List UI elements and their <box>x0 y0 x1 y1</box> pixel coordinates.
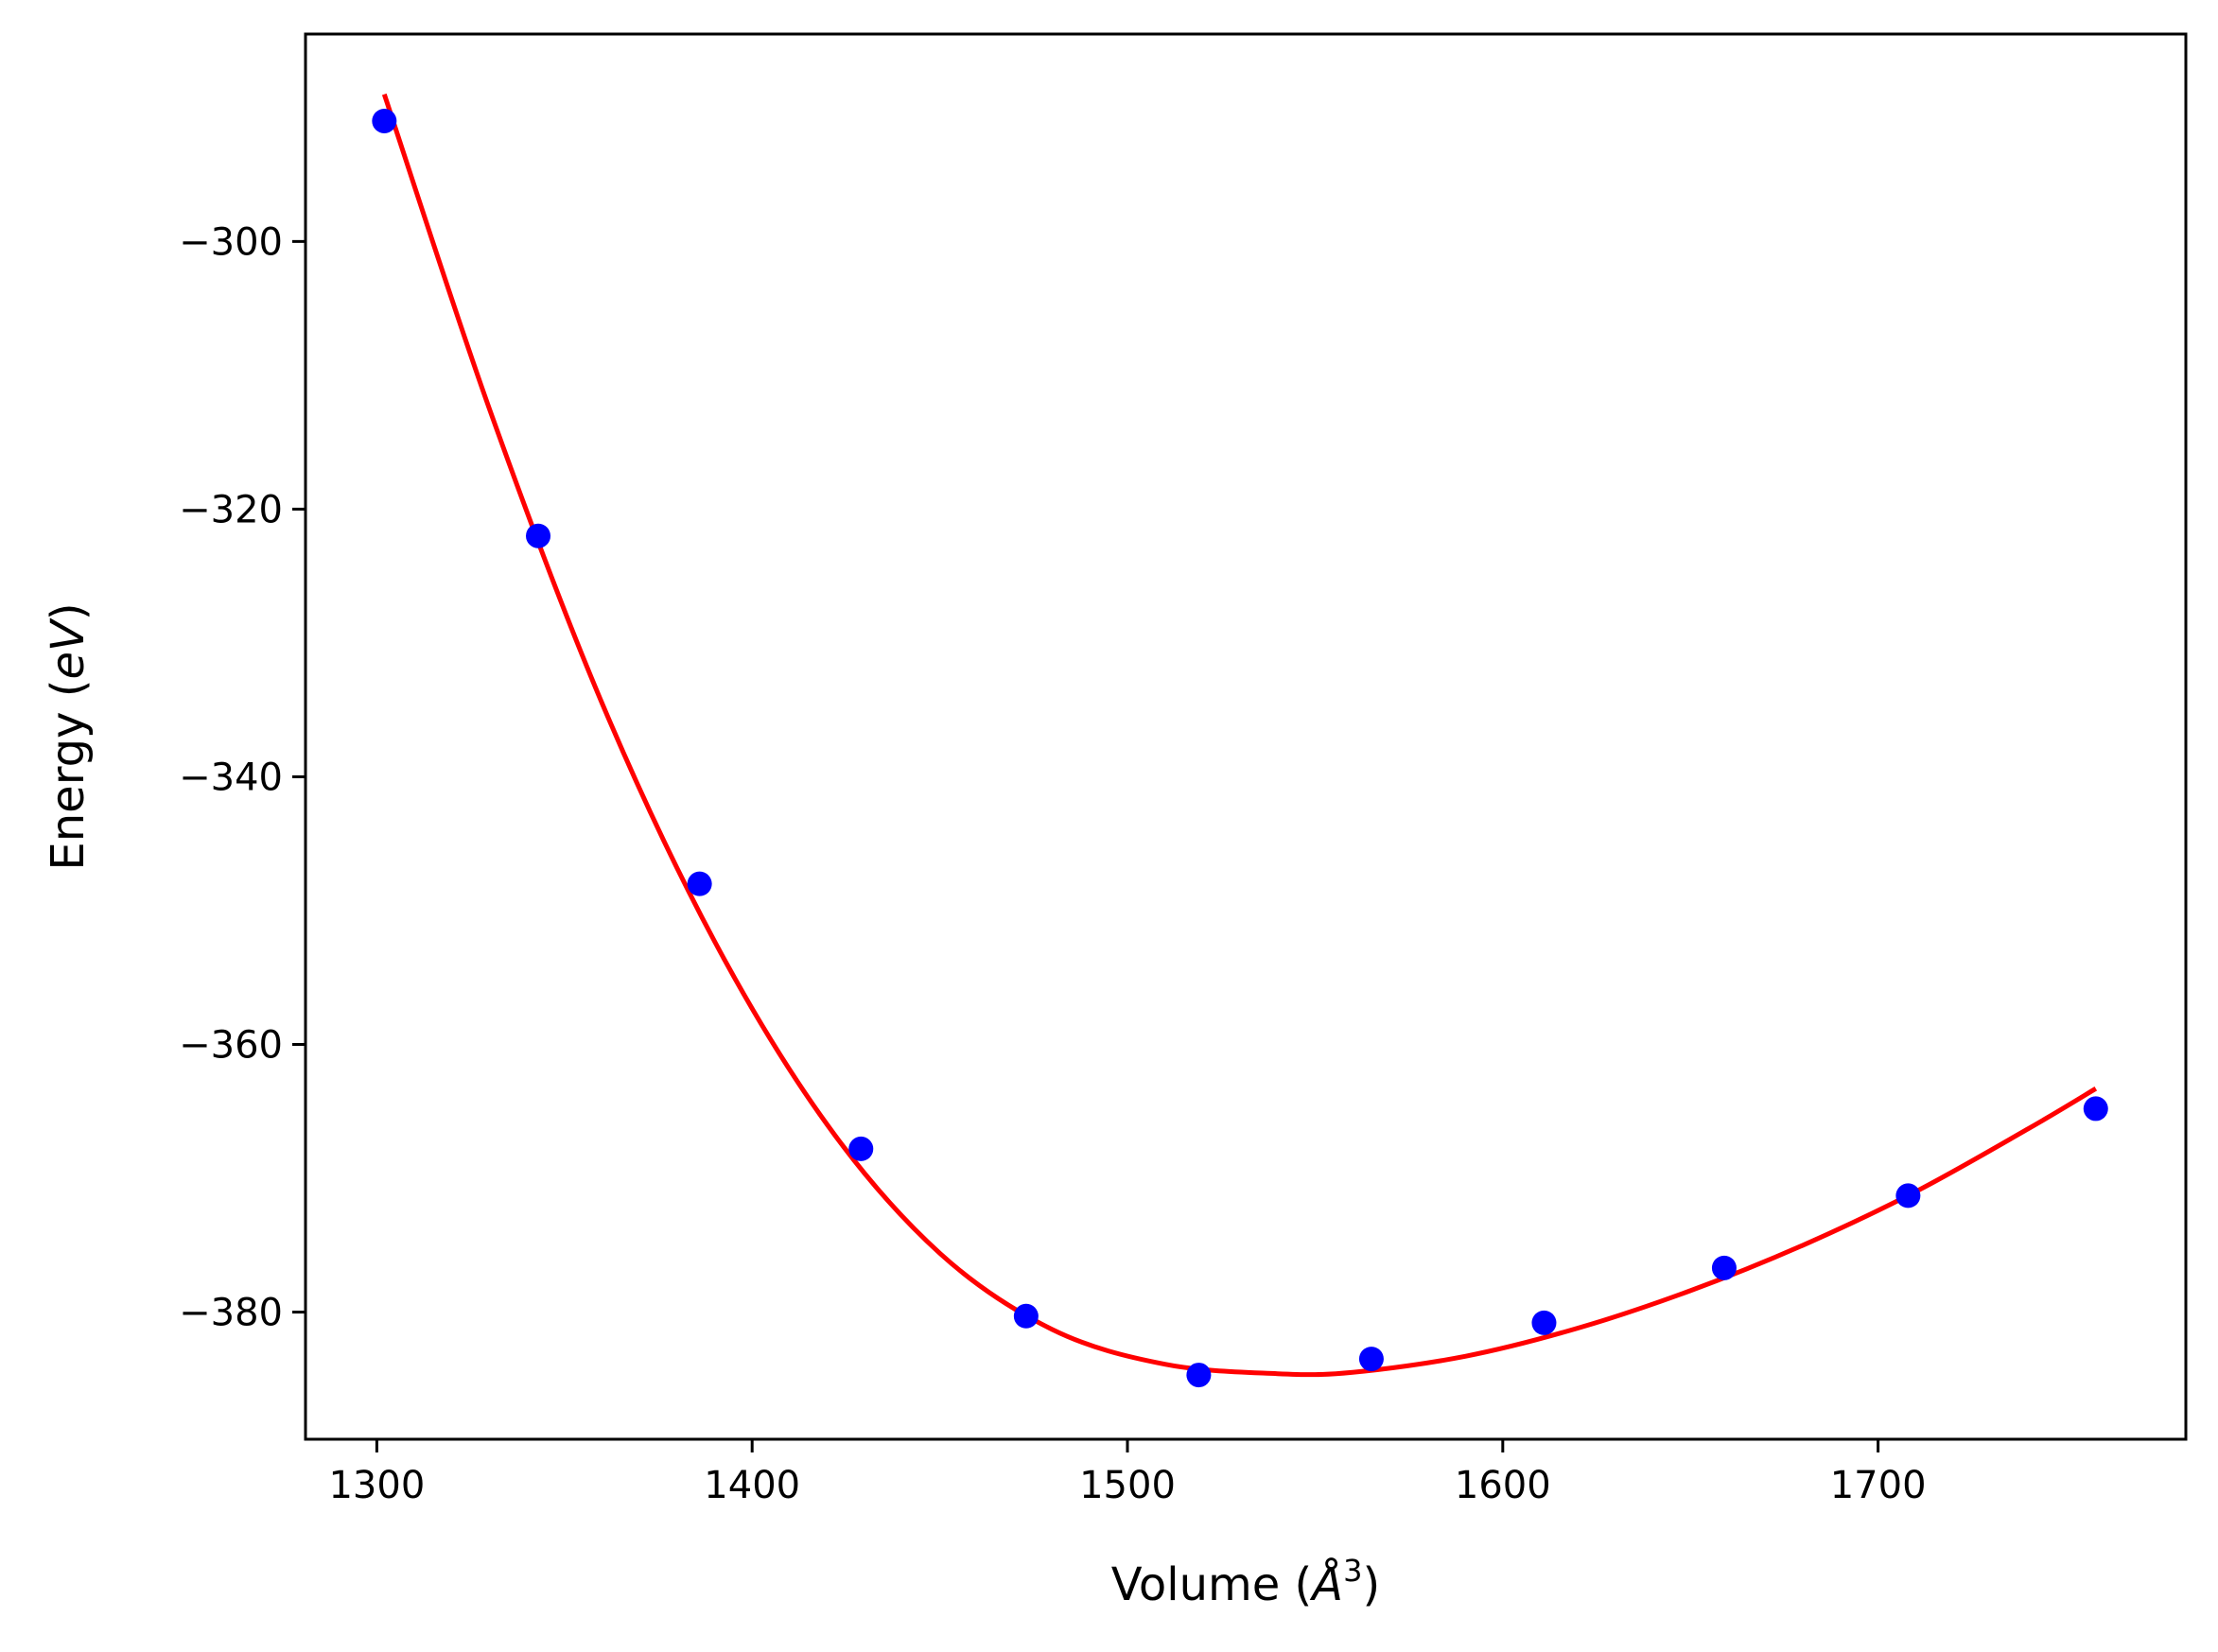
data-point <box>1013 1303 1039 1329</box>
data-point <box>1711 1255 1737 1280</box>
y-axis-label: Energy (eV) <box>42 602 95 870</box>
x-axis-label-unit: Å <box>1309 1557 1343 1611</box>
data-point <box>1895 1183 1921 1209</box>
data-point <box>1531 1310 1557 1335</box>
data-points-layer <box>372 108 2108 1388</box>
fit-curve-layer <box>381 93 2098 1378</box>
data-point <box>687 871 712 896</box>
data-point <box>848 1136 874 1161</box>
data-point <box>1358 1347 1384 1372</box>
y-axis-label-text: Energy ( <box>42 680 95 871</box>
y-axis-label-unit: eV <box>42 617 95 680</box>
x-axis-label-close: ) <box>1362 1558 1380 1611</box>
data-point <box>1186 1363 1212 1388</box>
y-axis-ticks: −380 −360 −340 −320 −300 <box>179 220 306 1335</box>
y-tick-label: −300 <box>179 220 283 264</box>
x-tick-label: 1500 <box>1079 1464 1176 1507</box>
data-point <box>2083 1096 2108 1122</box>
x-axis-label: Volume (Å3) <box>1111 1553 1380 1611</box>
plot-frame <box>304 32 2188 1441</box>
y-tick-label: −360 <box>179 1024 283 1068</box>
y-tick-label: −340 <box>179 756 283 799</box>
x-tick-label: 1400 <box>704 1464 800 1507</box>
x-axis-label-exponent: 3 <box>1343 1553 1362 1589</box>
x-tick-label: 1700 <box>1830 1464 1927 1507</box>
x-axis-label-text: Volume ( <box>1111 1558 1313 1611</box>
x-tick-label: 1600 <box>1455 1464 1551 1507</box>
x-axis-ticks: 1300 1400 1500 1600 1700 <box>328 1439 1927 1507</box>
y-tick-label: −380 <box>179 1292 283 1335</box>
data-point <box>526 523 551 548</box>
x-tick-label: 1300 <box>328 1464 425 1507</box>
y-axis-label-close: ) <box>42 602 95 620</box>
y-tick-label: −320 <box>179 488 283 531</box>
data-point <box>372 108 397 133</box>
fit-curve-line <box>381 93 2098 1378</box>
